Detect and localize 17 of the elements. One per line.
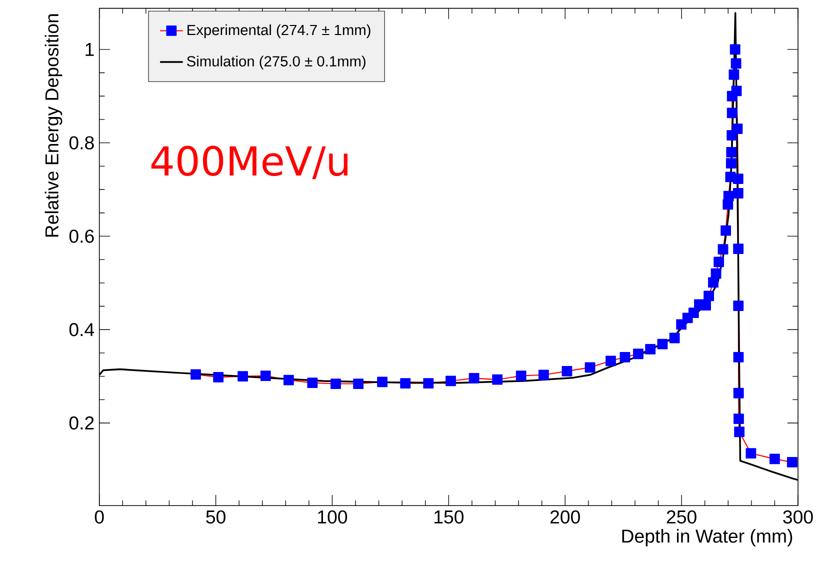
y-tick-label: 0.2 <box>69 416 94 430</box>
legend-label: Simulation (275.0 ± 0.1mm) <box>187 56 366 70</box>
x-axis-title: Depth in Water (mm) <box>622 529 792 546</box>
y-tick-label: 1 <box>86 43 94 56</box>
x-tick-label: 50 <box>206 510 226 524</box>
y-tick-label: 0.4 <box>69 322 94 336</box>
y-axis-title: Relative Energy Deposition <box>44 14 62 237</box>
x-tick-label: 200 <box>550 510 580 524</box>
annotation: 400MeV/u <box>151 146 348 180</box>
x-tick-label: 250 <box>666 510 696 524</box>
y-tick-label: 0.6 <box>69 230 94 243</box>
x-tick-label: 0 <box>94 510 104 524</box>
y-tick-label: 0.8 <box>69 136 94 150</box>
x-tick-label: 100 <box>318 510 348 524</box>
x-tick-label: 150 <box>434 510 464 524</box>
x-tick-label: 300 <box>783 510 813 524</box>
legend-label: Experimental (274.7 ± 1mm) <box>188 24 370 38</box>
